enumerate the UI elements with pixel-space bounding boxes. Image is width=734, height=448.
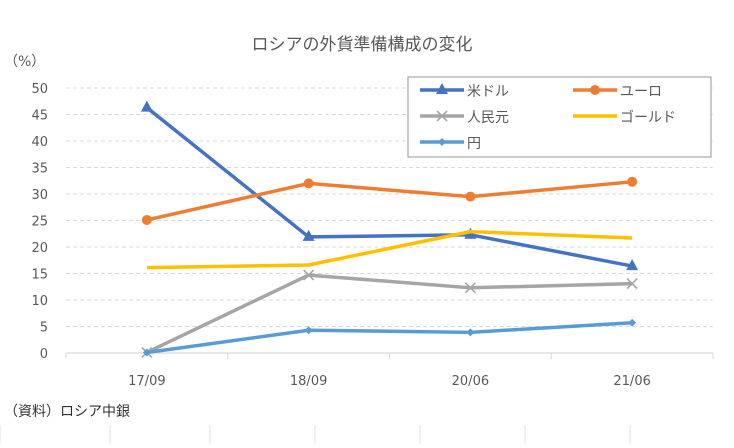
x-tick-label: 18/09 [290,374,327,389]
legend-label: 米ドル [467,84,509,100]
y-tick-label: 40 [31,135,48,150]
x-marker [464,282,476,294]
series-ユーロ [141,176,638,225]
y-tick-label: 50 [31,82,48,97]
legend-item: 米ドル [420,83,509,100]
y-tick-label: 25 [31,215,48,230]
series-line [146,229,633,270]
legend-item: 人民元 [420,110,509,126]
series-line [146,273,633,355]
triangle-marker [436,83,448,94]
y-tick-label: 30 [31,188,48,203]
chart-title: ロシアの外貨準備構成の変化 [252,35,473,55]
diamond-marker [304,326,313,335]
y-tick-label: 45 [31,109,48,124]
x-tick-label: 20/06 [452,374,489,389]
legend-item: ゴールド [573,109,676,126]
y-tick-label: 5 [40,321,48,336]
series-人民元 [141,269,638,359]
series-line [146,321,633,355]
circle-marker [141,214,152,225]
series-米ドル [140,100,639,271]
y-tick-label: 20 [31,241,48,256]
diamond-marker [142,348,151,357]
x-axis: 17/09 18/09 20/06 21/06 [65,352,714,389]
x-marker [626,278,638,290]
legend-label: ゴールド [620,109,676,126]
circle-marker [627,176,638,187]
x-marker [303,269,315,281]
y-tick-label: 15 [31,268,48,283]
legend-label: 円 [467,136,481,152]
source-note: （資料）ロシア中銀 [4,404,130,420]
legend-label: 人民元 [467,110,509,126]
triangle-marker [302,229,315,241]
y-axis-label: （%） [4,54,45,70]
circle-marker [303,178,314,189]
legend-label: ユーロ [620,84,662,100]
x-tick-label: 17/09 [128,374,165,389]
x-marker [436,110,448,122]
y-axis-ticks: 0 5 10 15 20 25 30 35 40 45 50 [31,82,48,362]
y-tick-label: 0 [40,347,48,362]
series-ゴールド [146,229,633,270]
triangle-marker [140,100,153,112]
series-line [146,180,633,222]
legend-item: 円 [420,136,481,152]
legend-item: ユーロ [573,84,662,100]
series-group [140,100,639,359]
y-tick-label: 35 [31,162,48,177]
triangle-marker [626,259,639,271]
sheet-gridlines [0,425,631,444]
y-tick-label: 10 [31,294,48,309]
x-tick-label: 21/06 [613,374,650,389]
series-line [145,106,633,268]
diamond-marker [628,318,637,327]
series-円 [142,318,637,357]
diamond-marker [466,328,475,337]
circle-marker [590,85,600,95]
diamond-marker [438,138,446,146]
circle-marker [465,191,476,202]
